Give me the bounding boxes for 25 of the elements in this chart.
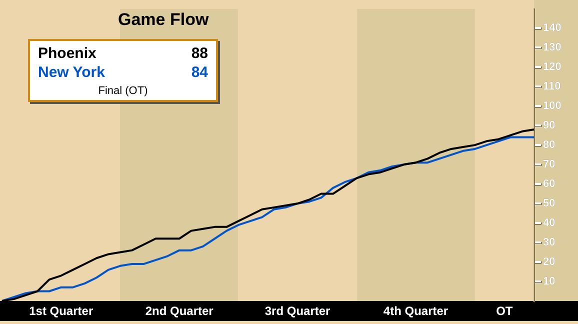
y-tick-label: 40: [543, 217, 556, 230]
y-tick-label: 140: [543, 22, 562, 34]
chart-title: Game Flow: [118, 10, 209, 30]
y-tick-label: 50: [543, 198, 556, 210]
y-tick-label: 80: [543, 139, 556, 152]
annotation: 84: [191, 63, 208, 82]
y-tick-label: 110: [543, 80, 561, 93]
annotation: Final (OT): [97, 85, 149, 97]
y-tick-label: 30: [543, 236, 556, 249]
text: OT: [495, 303, 514, 319]
text: 1st Quarter: [28, 303, 94, 319]
y-tick-label: 70: [543, 158, 556, 171]
text: Phoenix: [38, 44, 96, 63]
annotation: 88: [191, 44, 208, 63]
y-tick-label: 20: [543, 256, 556, 268]
y-tick-label: 120: [543, 61, 562, 74]
text: 3rd Quarter: [264, 303, 332, 319]
text: 2nd Quarter: [144, 303, 214, 319]
y-tick-label: 130: [543, 42, 562, 54]
text: New York: [38, 63, 105, 82]
y-tick-label: 100: [543, 100, 562, 112]
y-tick-label: 60: [543, 178, 556, 190]
y-tick-label: 10: [543, 276, 556, 288]
y-tick-label: 90: [543, 120, 556, 132]
text: 4th Quarter: [382, 303, 450, 319]
